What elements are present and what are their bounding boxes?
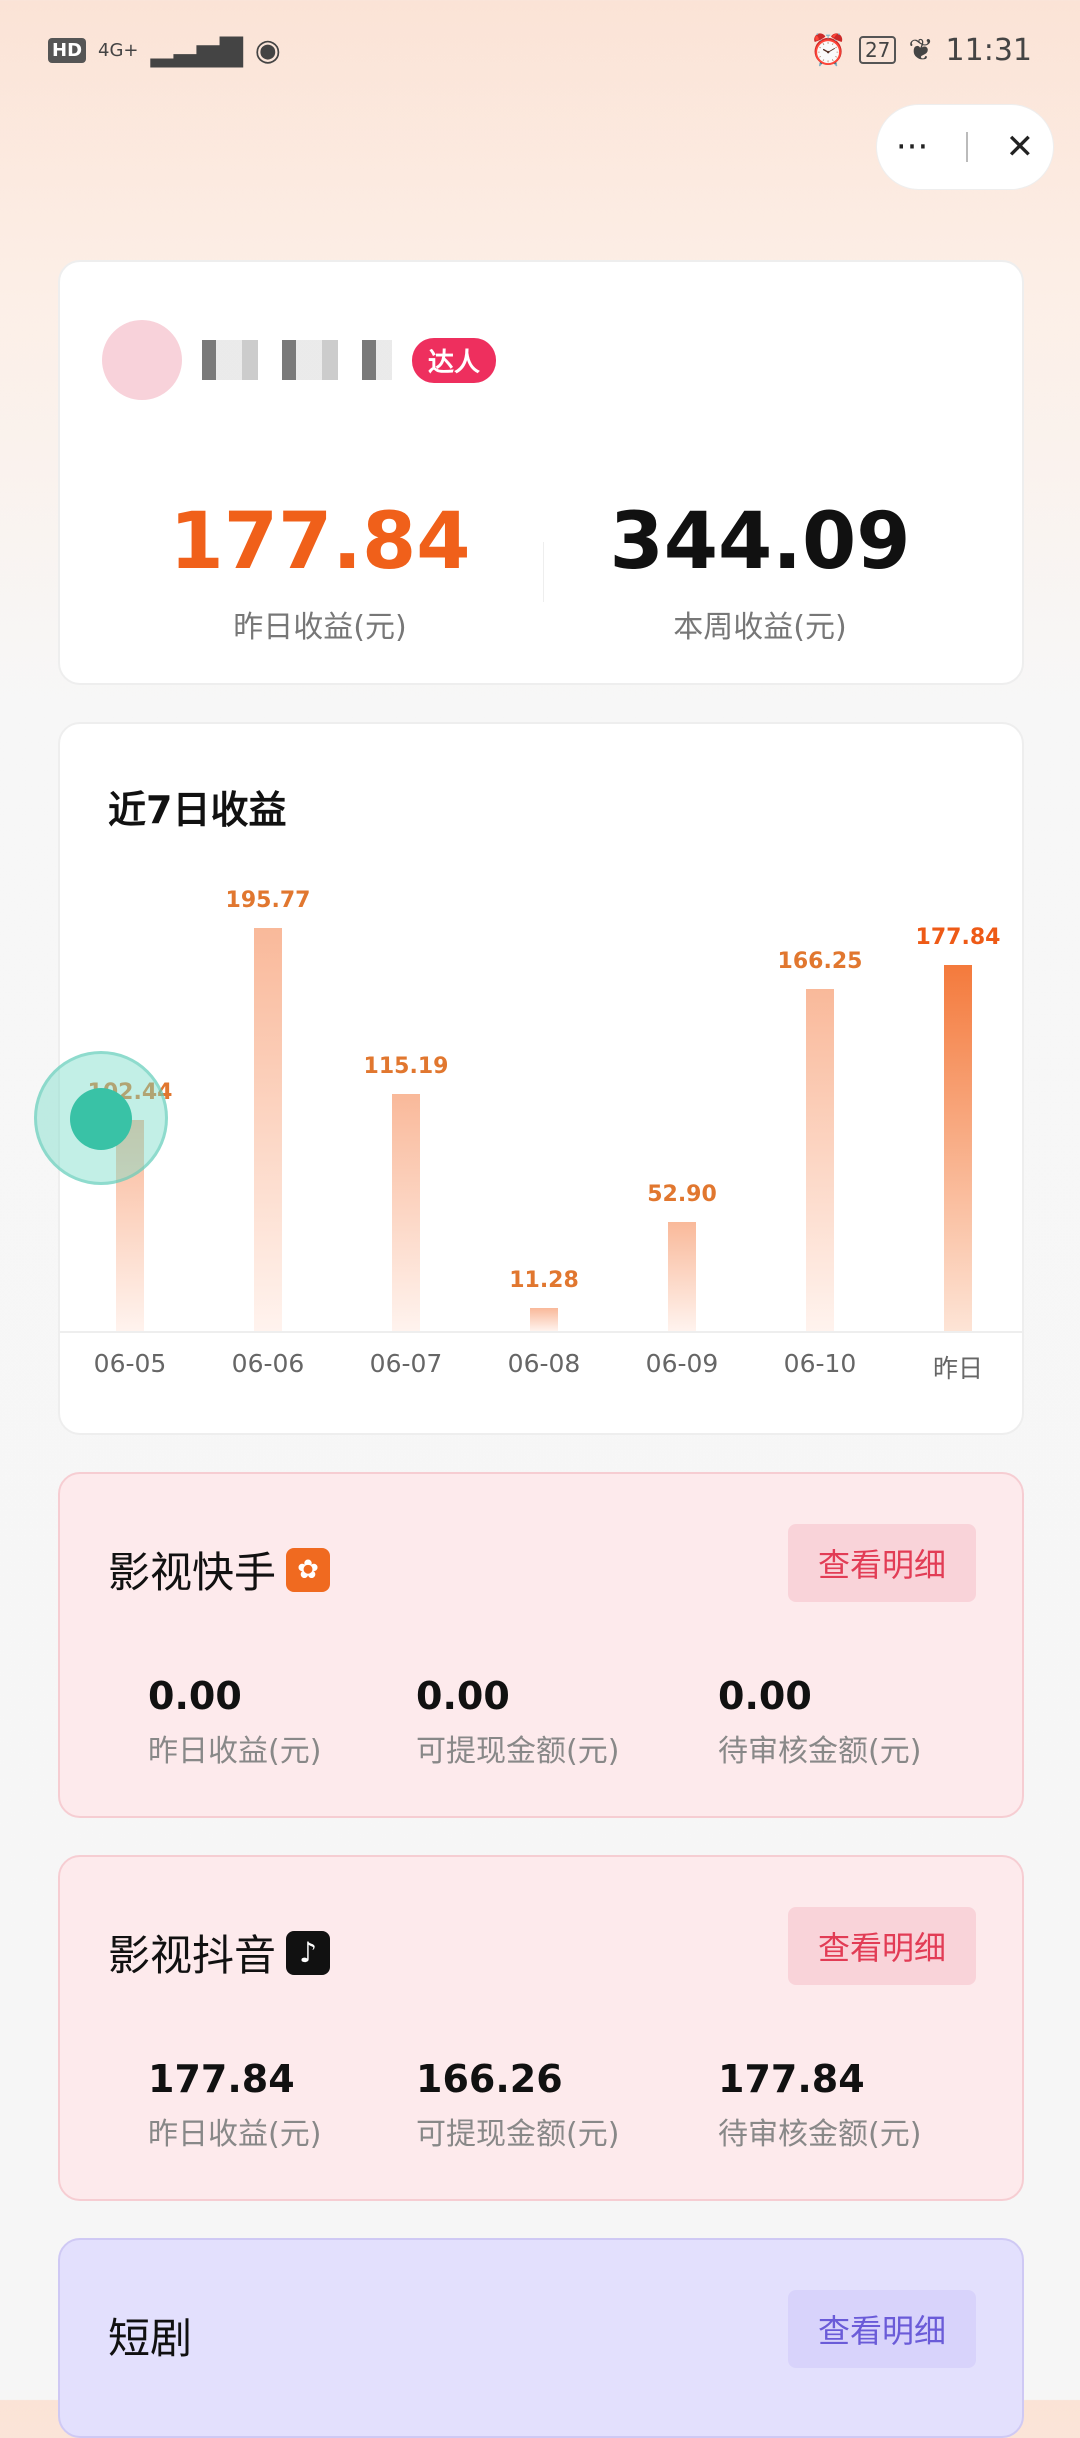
network-label: 4G+: [98, 39, 139, 61]
platform-title: 影视抖音: [108, 1931, 277, 1980]
platform-title: 短剧: [108, 2314, 193, 2363]
bar-06-07: [392, 1093, 420, 1331]
stat-label: 可提现金额(元): [416, 2117, 620, 2152]
mini-program-capsule: ··· ✕: [876, 104, 1054, 190]
leaf-icon: ❦: [908, 32, 934, 68]
platform-title: 影视快手: [108, 1548, 277, 1597]
capsule-divider: [965, 132, 968, 162]
status-bar: HD 4G+ ▂▃▅▇ ◉ ⏰ 27 ❦ 11:31: [48, 30, 1032, 70]
username-blurred: [202, 340, 392, 380]
stat-value: 166.26: [416, 2057, 563, 2101]
hd-icon: HD: [48, 37, 87, 63]
chart-baseline: [60, 1331, 1022, 1333]
touch-indicator: [34, 1051, 168, 1185]
bar-value-label: 166.25: [777, 948, 863, 974]
battery-icon: 27: [858, 36, 897, 64]
yesterday-earnings-value: 177.84: [169, 497, 471, 587]
bar-06-08: [530, 1307, 558, 1331]
view-details-button[interactable]: 查看明细: [788, 2290, 976, 2368]
stat-label: 可提现金额(元): [416, 1734, 620, 1769]
bar-value-label: 177.84: [915, 924, 1001, 950]
bar-value-label: 52.90: [647, 1182, 717, 1208]
divider: [543, 542, 544, 602]
avatar: [102, 320, 182, 400]
kuaishou-icon: ✿: [286, 1547, 331, 1592]
stat-value: 0.00: [416, 1674, 510, 1718]
yesterday-earnings-label: 昨日收益(元): [233, 610, 407, 645]
platform-card-short-drama: 短剧 查看明细: [58, 2238, 1024, 2438]
week-earnings-value: 344.09: [609, 497, 911, 587]
platform-card-douyin: 影视抖音 ♪ 查看明细 177.84 昨日收益(元) 166.26 可提现金额(元) …: [58, 1855, 1024, 2201]
week-earnings-label: 本周收益(元): [673, 610, 847, 645]
x-tick-label: 06-07: [369, 1349, 443, 1378]
signal-icon: ▂▃▅▇: [150, 32, 243, 68]
douyin-icon: ♪: [286, 1930, 331, 1975]
close-button[interactable]: ✕: [1005, 127, 1035, 167]
alarm-icon: ⏰: [809, 32, 847, 68]
bar-value-label: 195.77: [225, 887, 311, 913]
view-details-button[interactable]: 查看明细: [788, 1907, 976, 1985]
platform-card-kuaishou: 影视快手 ✿ 查看明细 0.00 昨日收益(元) 0.00 可提现金额(元) 0.00…: [58, 1472, 1024, 1818]
more-button[interactable]: ···: [895, 127, 929, 167]
expert-badge: 达人: [412, 337, 497, 383]
x-tick-label: 06-09: [645, 1349, 719, 1378]
seven-day-chart-card: 近7日收益 102.44 06-05 195.77 06-06 115.19 06-07 1…: [58, 722, 1024, 1435]
bar-06-10: [806, 988, 834, 1331]
x-tick-label: 06-10: [783, 1349, 857, 1378]
stat-value: 0.00: [148, 1674, 242, 1718]
stat-value: 0.00: [718, 1674, 812, 1718]
hotspot-icon: ◉: [254, 32, 281, 68]
touch-indicator-dot: [70, 1088, 132, 1150]
x-tick-label: 06-08: [507, 1349, 581, 1378]
bar-value-label: 11.28: [509, 1267, 579, 1293]
bar-昨日: [944, 964, 972, 1331]
clock: 11:31: [945, 32, 1032, 68]
stat-label: 昨日收益(元): [148, 2117, 322, 2152]
bar-06-06: [254, 927, 282, 1331]
x-tick-label: 06-05: [93, 1349, 167, 1378]
stat-label: 昨日收益(元): [148, 1734, 322, 1769]
view-details-button[interactable]: 查看明细: [788, 1524, 976, 1602]
bar-value-label: 115.19: [363, 1053, 449, 1079]
stat-label: 待审核金额(元): [718, 1734, 922, 1769]
stat-value: 177.84: [718, 2057, 865, 2101]
chart-title: 近7日收益: [108, 788, 287, 832]
x-tick-label: 06-06: [231, 1349, 305, 1378]
stat-label: 待审核金额(元): [718, 2117, 922, 2152]
stat-value: 177.84: [148, 2057, 295, 2101]
bar-06-09: [668, 1222, 696, 1331]
profile-card: 达人 177.84 昨日收益(元) 344.09 本周收益(元): [58, 260, 1024, 685]
x-tick-label: 昨日: [932, 1354, 983, 1383]
